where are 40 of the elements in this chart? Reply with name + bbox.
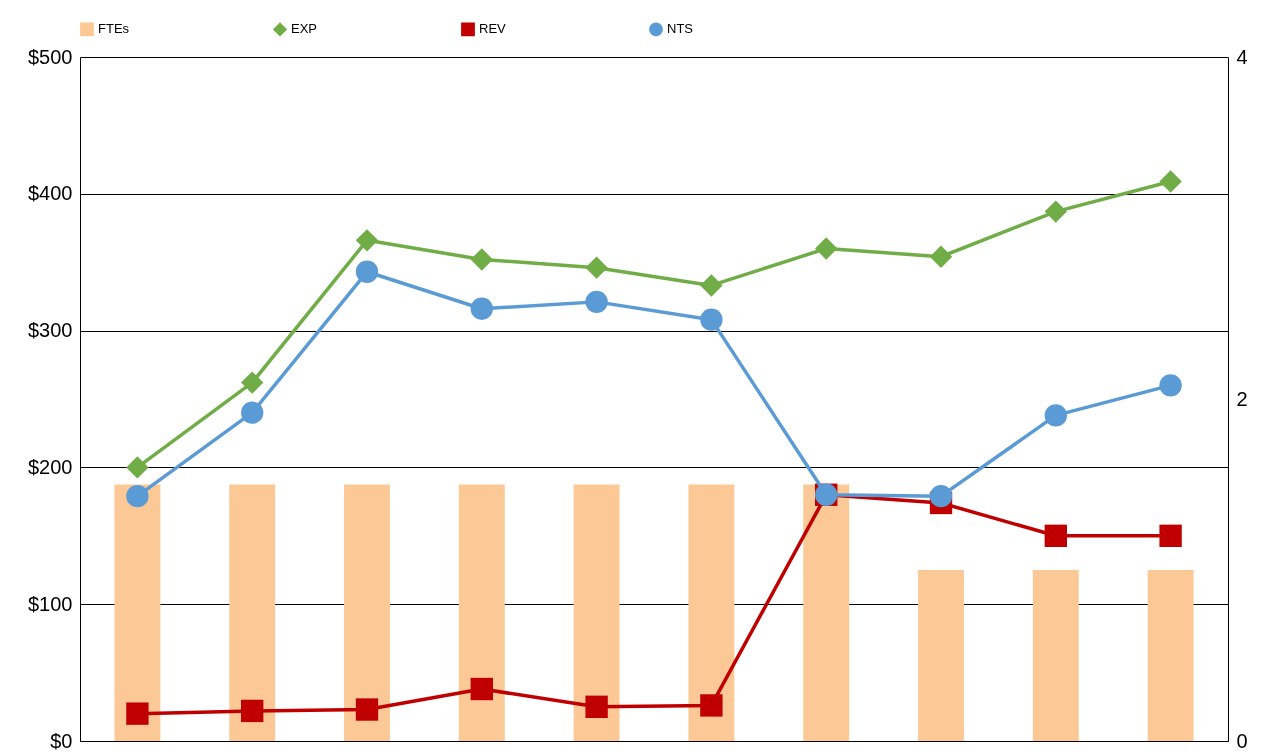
point (355, 229, 379, 252)
legend-label: REV (479, 21, 507, 37)
point (126, 456, 149, 479)
point (355, 698, 379, 721)
point (241, 371, 264, 394)
y-tick-label: $100 (28, 592, 73, 615)
point (1159, 374, 1182, 397)
point (470, 677, 493, 701)
point (585, 256, 608, 279)
y2-tick-label: 2 (1236, 387, 1248, 410)
point (585, 695, 608, 718)
point (126, 484, 149, 508)
point (1159, 170, 1182, 193)
point (929, 484, 953, 508)
legend-label: NTS (667, 21, 694, 37)
point (355, 260, 379, 283)
point (700, 274, 723, 297)
point (1044, 404, 1067, 427)
point (700, 694, 723, 717)
point (1044, 200, 1067, 223)
point (815, 237, 838, 260)
point (700, 308, 723, 331)
y2-tick-label: 0 (1236, 729, 1248, 752)
point (126, 702, 149, 725)
point (1159, 524, 1182, 547)
point (929, 245, 953, 268)
y-tick-label: $400 (28, 182, 73, 205)
point (470, 248, 493, 271)
point (241, 699, 264, 723)
y-tick-label: $500 (28, 45, 73, 68)
point (1044, 524, 1067, 547)
y2-tick-label: 4 (1236, 45, 1248, 68)
legend-label: EXP (291, 21, 318, 37)
point (241, 401, 264, 424)
y-tick-label: $0 (50, 729, 73, 752)
y-tick-label: $300 (28, 319, 73, 342)
point (470, 297, 493, 320)
legend-label: FTEs (98, 21, 130, 37)
y-tick-label: $200 (28, 455, 73, 478)
point (585, 290, 608, 314)
